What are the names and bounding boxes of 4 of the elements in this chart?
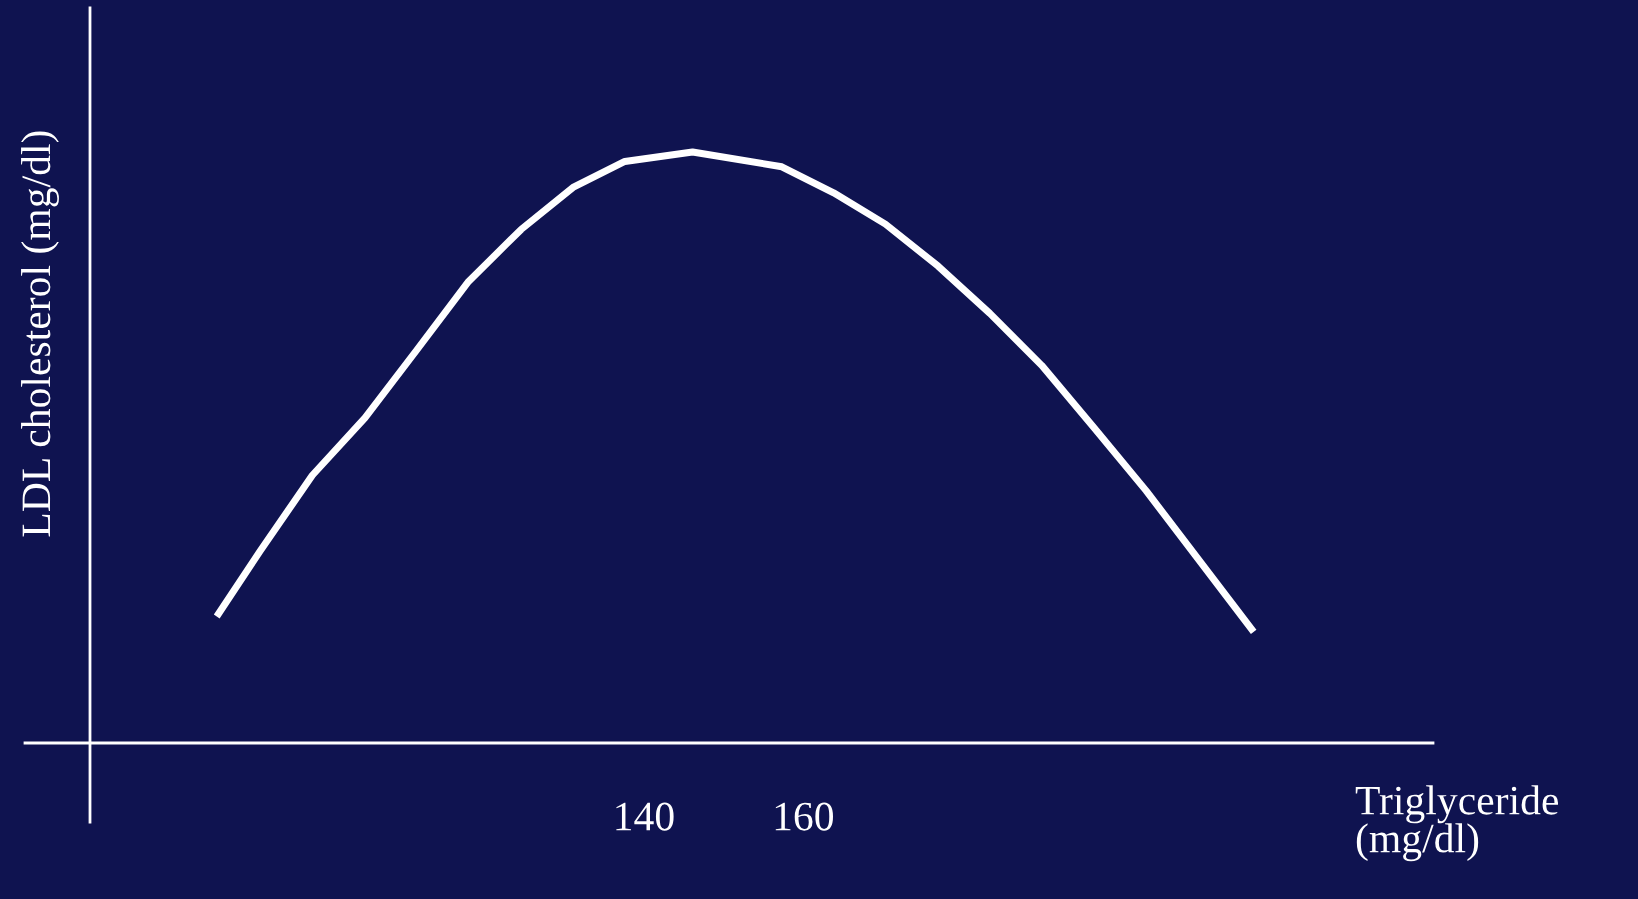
x-tick-label: 140 <box>616 802 674 831</box>
x-axis-title: Triglyceride (mg/dl) <box>1355 785 1559 862</box>
y-axis-title: LDL cholesterol (mg/dl) <box>21 131 59 537</box>
x-tick-label: 160 <box>775 802 834 831</box>
